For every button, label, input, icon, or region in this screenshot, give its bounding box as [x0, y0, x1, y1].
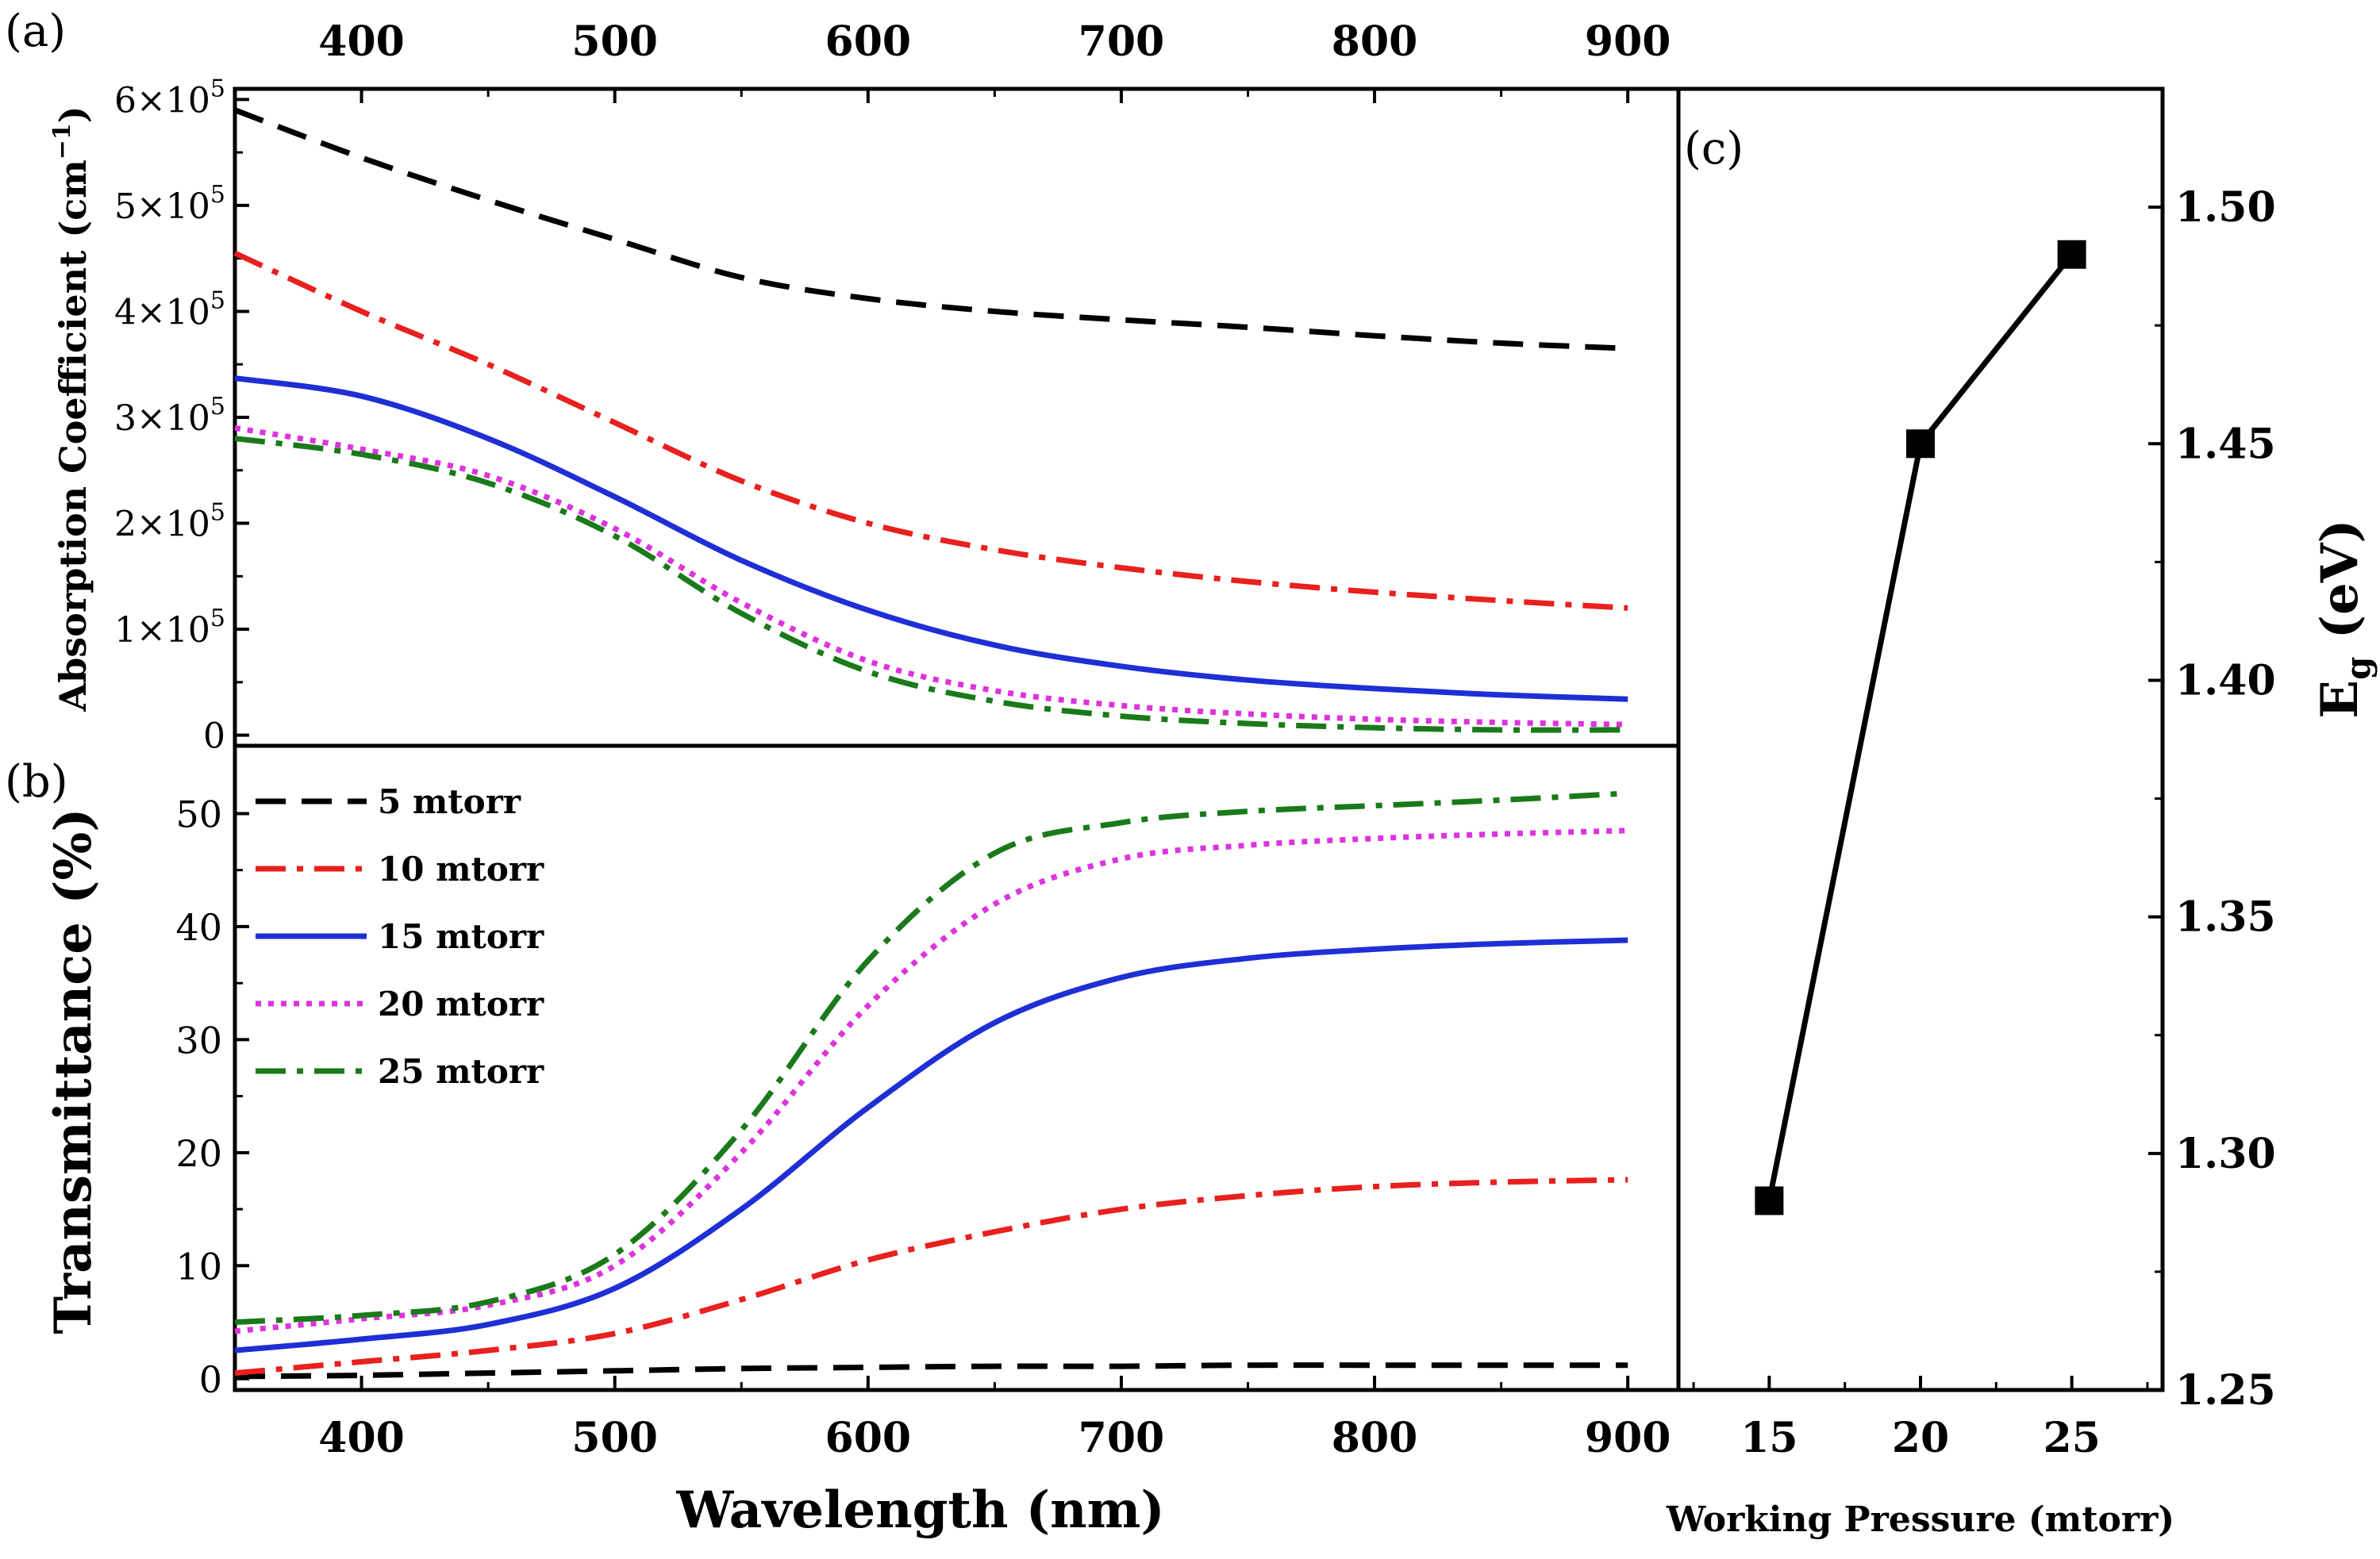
panel-b-x-tick-label: 700 — [1078, 1414, 1165, 1462]
panel-b-y-tick-label: 10 — [175, 1245, 222, 1288]
legend-label: 20 mtorr — [378, 985, 544, 1023]
panel-b-series-3 — [234, 827, 1628, 1334]
panel-c-x-tick-label: 25 — [2043, 1414, 2100, 1462]
panel-a-series-3 — [234, 424, 1628, 728]
panel-b-label: (b) — [5, 756, 68, 808]
panel-a-top-tick-label: 800 — [1332, 17, 1418, 66]
panel-b-x-tick-label: 500 — [571, 1414, 658, 1462]
panel-c-frame — [1676, 86, 2165, 1392]
panel-c-y-tick-label: 1.40 — [2175, 656, 2276, 705]
panel-a-series-1 — [233, 250, 1628, 611]
x-axis-title: Wavelength (nm) — [675, 1480, 1164, 1540]
panel-a-top-tick-label: 400 — [318, 17, 405, 66]
panel-c-x-axis-title: Working Pressure (mtorr) — [1666, 1499, 2174, 1540]
legend-label: 25 mtorr — [378, 1052, 544, 1091]
panel-c-point — [1906, 429, 1935, 459]
panel-a-series-4 — [234, 436, 1628, 733]
panel-b-y-tick-label: 0 — [199, 1358, 222, 1401]
panel-c-y-tick-label: 1.45 — [2175, 420, 2276, 468]
panel-a-top-tick-label: 500 — [571, 17, 658, 66]
panel-a-top-tick-label: 700 — [1078, 17, 1165, 66]
panel-b-y-tick-label: 50 — [175, 793, 222, 835]
panel-a-top-tick-label: 600 — [825, 17, 912, 66]
panel-b-x-tick-label: 400 — [318, 1414, 405, 1462]
panel-a-y-tick-label: 6×105 — [114, 75, 225, 121]
panel-a-series-0 — [233, 107, 1628, 351]
panel-b-x-tick-label: 800 — [1332, 1414, 1418, 1462]
panel-b: 400 500 600 700 800 900 0 10 20 30 40 50 5 mtorr 10 m… — [175, 782, 1671, 1462]
panel-c-point — [2057, 240, 2086, 269]
panel-c-y-tick-label: 1.30 — [2175, 1130, 2276, 1178]
panel-c-y-tick-label: 1.50 — [2175, 183, 2276, 232]
panel-b-series-4 — [234, 790, 1628, 1325]
panel-c: 15 20 25 1.25 1.30 1.35 1.40 1.45 1.50 — [1692, 183, 2276, 1462]
panel-c-x-tick-label: 20 — [1892, 1414, 1949, 1462]
panel-a-y-tick-label: 0 — [203, 716, 225, 757]
panel-a-y-tick-label: 2×105 — [114, 499, 225, 545]
panel-b-y-tick-label: 20 — [175, 1132, 222, 1175]
panel-a-y-tick-label: 1×105 — [114, 605, 225, 651]
panel-a-series-2 — [234, 375, 1628, 702]
panel-c-y-tick-label: 1.25 — [2175, 1366, 2276, 1415]
panel-a-y-tick-label: 3×105 — [114, 393, 225, 439]
panel-c-y-axis-title: Eg (eV) — [2310, 519, 2378, 718]
panel-c-line — [1766, 252, 2074, 1202]
panel-b-y-tick-label: 40 — [175, 906, 222, 949]
panel-c-y-tick-label: 1.35 — [2175, 893, 2276, 942]
panel-a-y-tick-label: 4×105 — [114, 286, 225, 332]
legend-label: 15 mtorr — [378, 917, 544, 956]
panel-a-y-tick-label: 5×105 — [114, 181, 225, 227]
panel-b-series-2 — [234, 937, 1628, 1354]
panel-a-y-axis-title: Absorption Coefficient (cm−1) — [48, 106, 94, 712]
legend-label: 5 mtorr — [378, 782, 521, 821]
panel-b-series-1 — [234, 1177, 1628, 1377]
legend-label: 10 mtorr — [378, 850, 544, 889]
panel-b-y-tick-label: 30 — [175, 1019, 222, 1062]
panel-c-x-tick-label: 15 — [1740, 1414, 1797, 1462]
panel-a-label: (a) — [5, 6, 66, 57]
panel-c-label: (c) — [1684, 123, 1744, 175]
panel-a: 400 500 600 700 800 900 0 1×105 2×105 3×105 4×105 5… — [114, 17, 1671, 757]
panel-b-y-axis-title: Transmittance (%) — [44, 808, 103, 1334]
panel-a-top-tick-label: 900 — [1585, 17, 1671, 66]
panel-c-point — [1755, 1186, 1784, 1215]
left-panel-frame — [233, 86, 1681, 1392]
panel-b-series-0 — [234, 1362, 1628, 1380]
panel-b-x-tick-label: 600 — [825, 1414, 912, 1462]
panel-b-x-tick-label: 900 — [1585, 1414, 1671, 1462]
